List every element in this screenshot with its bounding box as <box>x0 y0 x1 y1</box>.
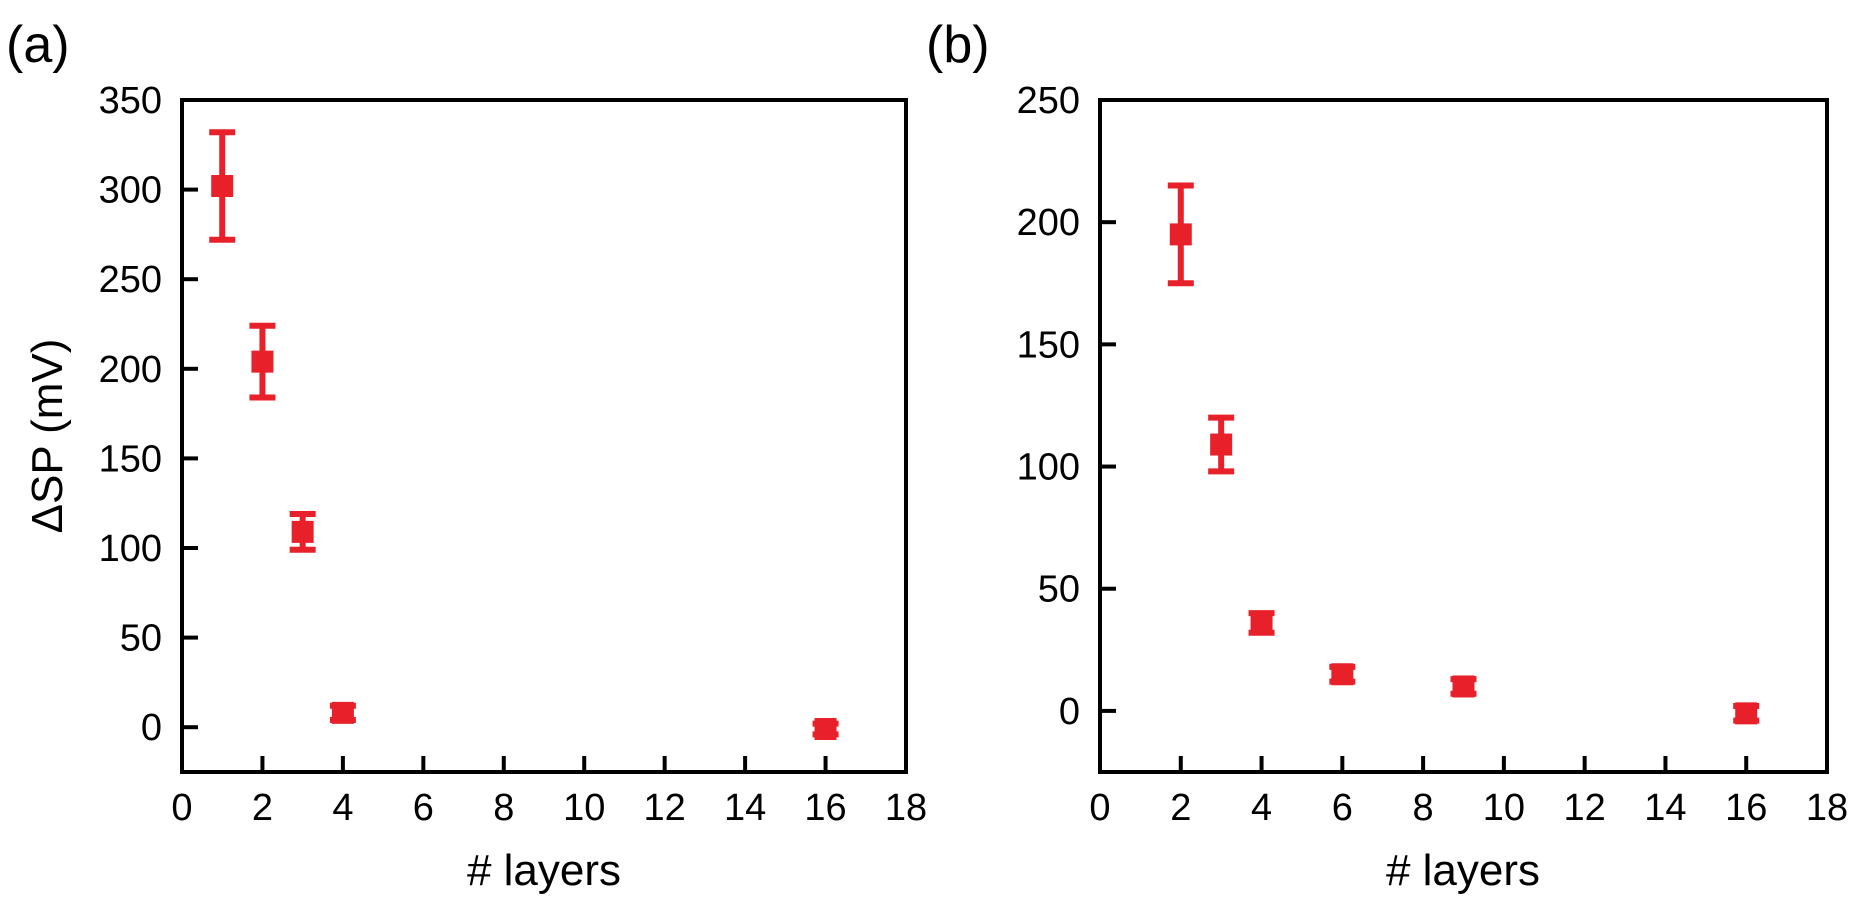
data-point <box>1452 675 1475 698</box>
data-point <box>1210 433 1233 456</box>
x-tick-label: 6 <box>413 787 434 829</box>
y-axis-label: ΔSP (mV) <box>23 339 72 534</box>
y-tick-label: 350 <box>99 80 162 122</box>
y-tick-label: 150 <box>99 438 162 480</box>
y-tick-label: 200 <box>1017 202 1080 244</box>
y-tick-label: 100 <box>1017 447 1080 489</box>
plot-frame <box>180 98 908 774</box>
x-tick-label: 12 <box>644 787 686 829</box>
y-tick-label: 0 <box>1059 691 1080 733</box>
data-point <box>251 350 274 373</box>
chart-panel-b: (b) 0 2 4 6 8 10 12 14 16 18 0 50 100 150 200 250 # la… <box>926 16 1848 895</box>
y-tick-label: 150 <box>1017 324 1080 366</box>
x-tick-label: 10 <box>563 787 605 829</box>
x-tick-label: 16 <box>1725 787 1767 829</box>
data-series <box>1167 182 1760 725</box>
plot-frame <box>1098 98 1829 774</box>
x-tick-label: 14 <box>724 787 766 829</box>
x-tick-label: 16 <box>804 787 846 829</box>
x-tick-label: 2 <box>1170 787 1191 829</box>
x-axis-label: # layers <box>467 846 621 895</box>
panel-label: (a) <box>6 16 70 74</box>
x-tick-label: 0 <box>1089 787 1110 829</box>
x-tick-label: 8 <box>1413 787 1434 829</box>
x-tick-label: 4 <box>1251 787 1272 829</box>
panel-label: (b) <box>926 16 990 74</box>
x-tick-label: 18 <box>1806 787 1848 829</box>
data-point <box>1735 702 1758 725</box>
x-tick-label: 18 <box>885 787 927 829</box>
y-tick-label: 0 <box>141 707 162 749</box>
data-series <box>209 129 839 740</box>
data-point <box>1250 611 1273 634</box>
data-point <box>211 175 234 198</box>
y-tick-label: 50 <box>1038 569 1080 611</box>
y-tick-label: 200 <box>99 349 162 391</box>
data-point <box>1331 663 1354 686</box>
y-axis-ticks: 0 50 100 150 200 250 <box>1017 80 1116 733</box>
x-tick-label: 12 <box>1564 787 1606 829</box>
x-tick-label: 10 <box>1483 787 1525 829</box>
x-axis-ticks: 0 2 4 6 8 10 12 14 16 18 <box>1089 756 1848 829</box>
data-point <box>291 520 314 543</box>
x-tick-label: 6 <box>1332 787 1353 829</box>
y-axis-ticks: 0 50 100 150 200 250 300 350 <box>99 80 198 749</box>
x-tick-label: 4 <box>332 787 353 829</box>
y-tick-label: 50 <box>120 618 162 660</box>
x-tick-label: 2 <box>252 787 273 829</box>
data-point <box>331 701 354 724</box>
x-tick-label: 0 <box>171 787 192 829</box>
y-tick-label: 300 <box>99 170 162 212</box>
y-tick-label: 250 <box>1017 80 1080 122</box>
x-axis-label: # layers <box>1386 846 1540 895</box>
chart-panel-a: (a) 0 2 4 6 8 10 12 14 16 18 0 50 100 150 200 250 300 35… <box>6 16 927 895</box>
y-tick-label: 100 <box>99 528 162 570</box>
data-point <box>814 717 837 740</box>
x-tick-label: 14 <box>1644 787 1686 829</box>
x-tick-label: 8 <box>493 787 514 829</box>
x-axis-ticks: 0 2 4 6 8 10 12 14 16 18 <box>171 756 927 829</box>
y-tick-label: 250 <box>99 259 162 301</box>
data-point <box>1169 223 1192 246</box>
